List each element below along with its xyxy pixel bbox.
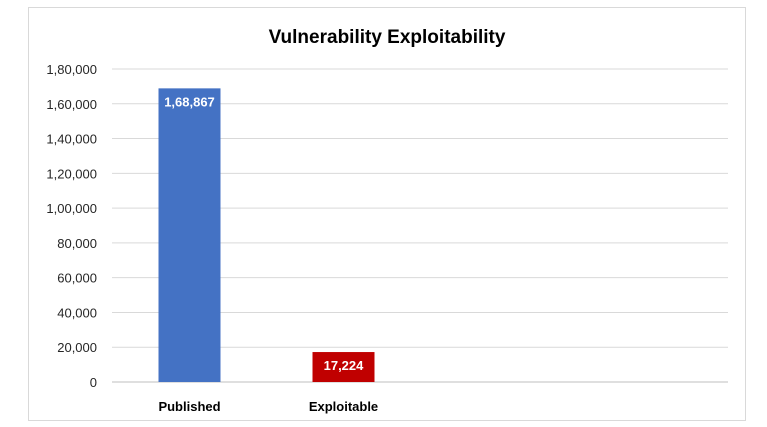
bar-exploitable [312,352,375,382]
y-tick-label: 1,40,000 [46,132,97,147]
data-label-exploitable: 17,224 [324,358,365,373]
y-tick-label: 1,00,000 [46,201,97,216]
chart-frame [28,7,746,421]
bars [158,88,375,383]
category-label-exploitable: Exploitable [309,399,378,414]
bar-published [158,88,221,383]
y-tick-label: 1,80,000 [46,62,97,77]
data-label-published: 1,68,867 [164,94,215,109]
y-tick-label: 40,000 [57,305,97,320]
category-label-published: Published [158,399,220,414]
y-tick-label: 1,60,000 [46,97,97,112]
y-tick-label: 60,000 [57,271,97,286]
data-labels: 1,68,867 17,224 [164,94,364,373]
y-tick-label: 20,000 [57,340,97,355]
y-tick-label: 80,000 [57,236,97,251]
x-axis-categories: Published Exploitable [158,399,378,414]
chart-title: Vulnerability Exploitability [269,27,506,48]
y-tick-label: 1,20,000 [46,166,97,181]
y-axis-ticks: 0 20,000 40,000 60,000 80,000 1,00,000 1,20,00… [46,62,97,390]
y-tick-label: 0 [90,375,97,390]
